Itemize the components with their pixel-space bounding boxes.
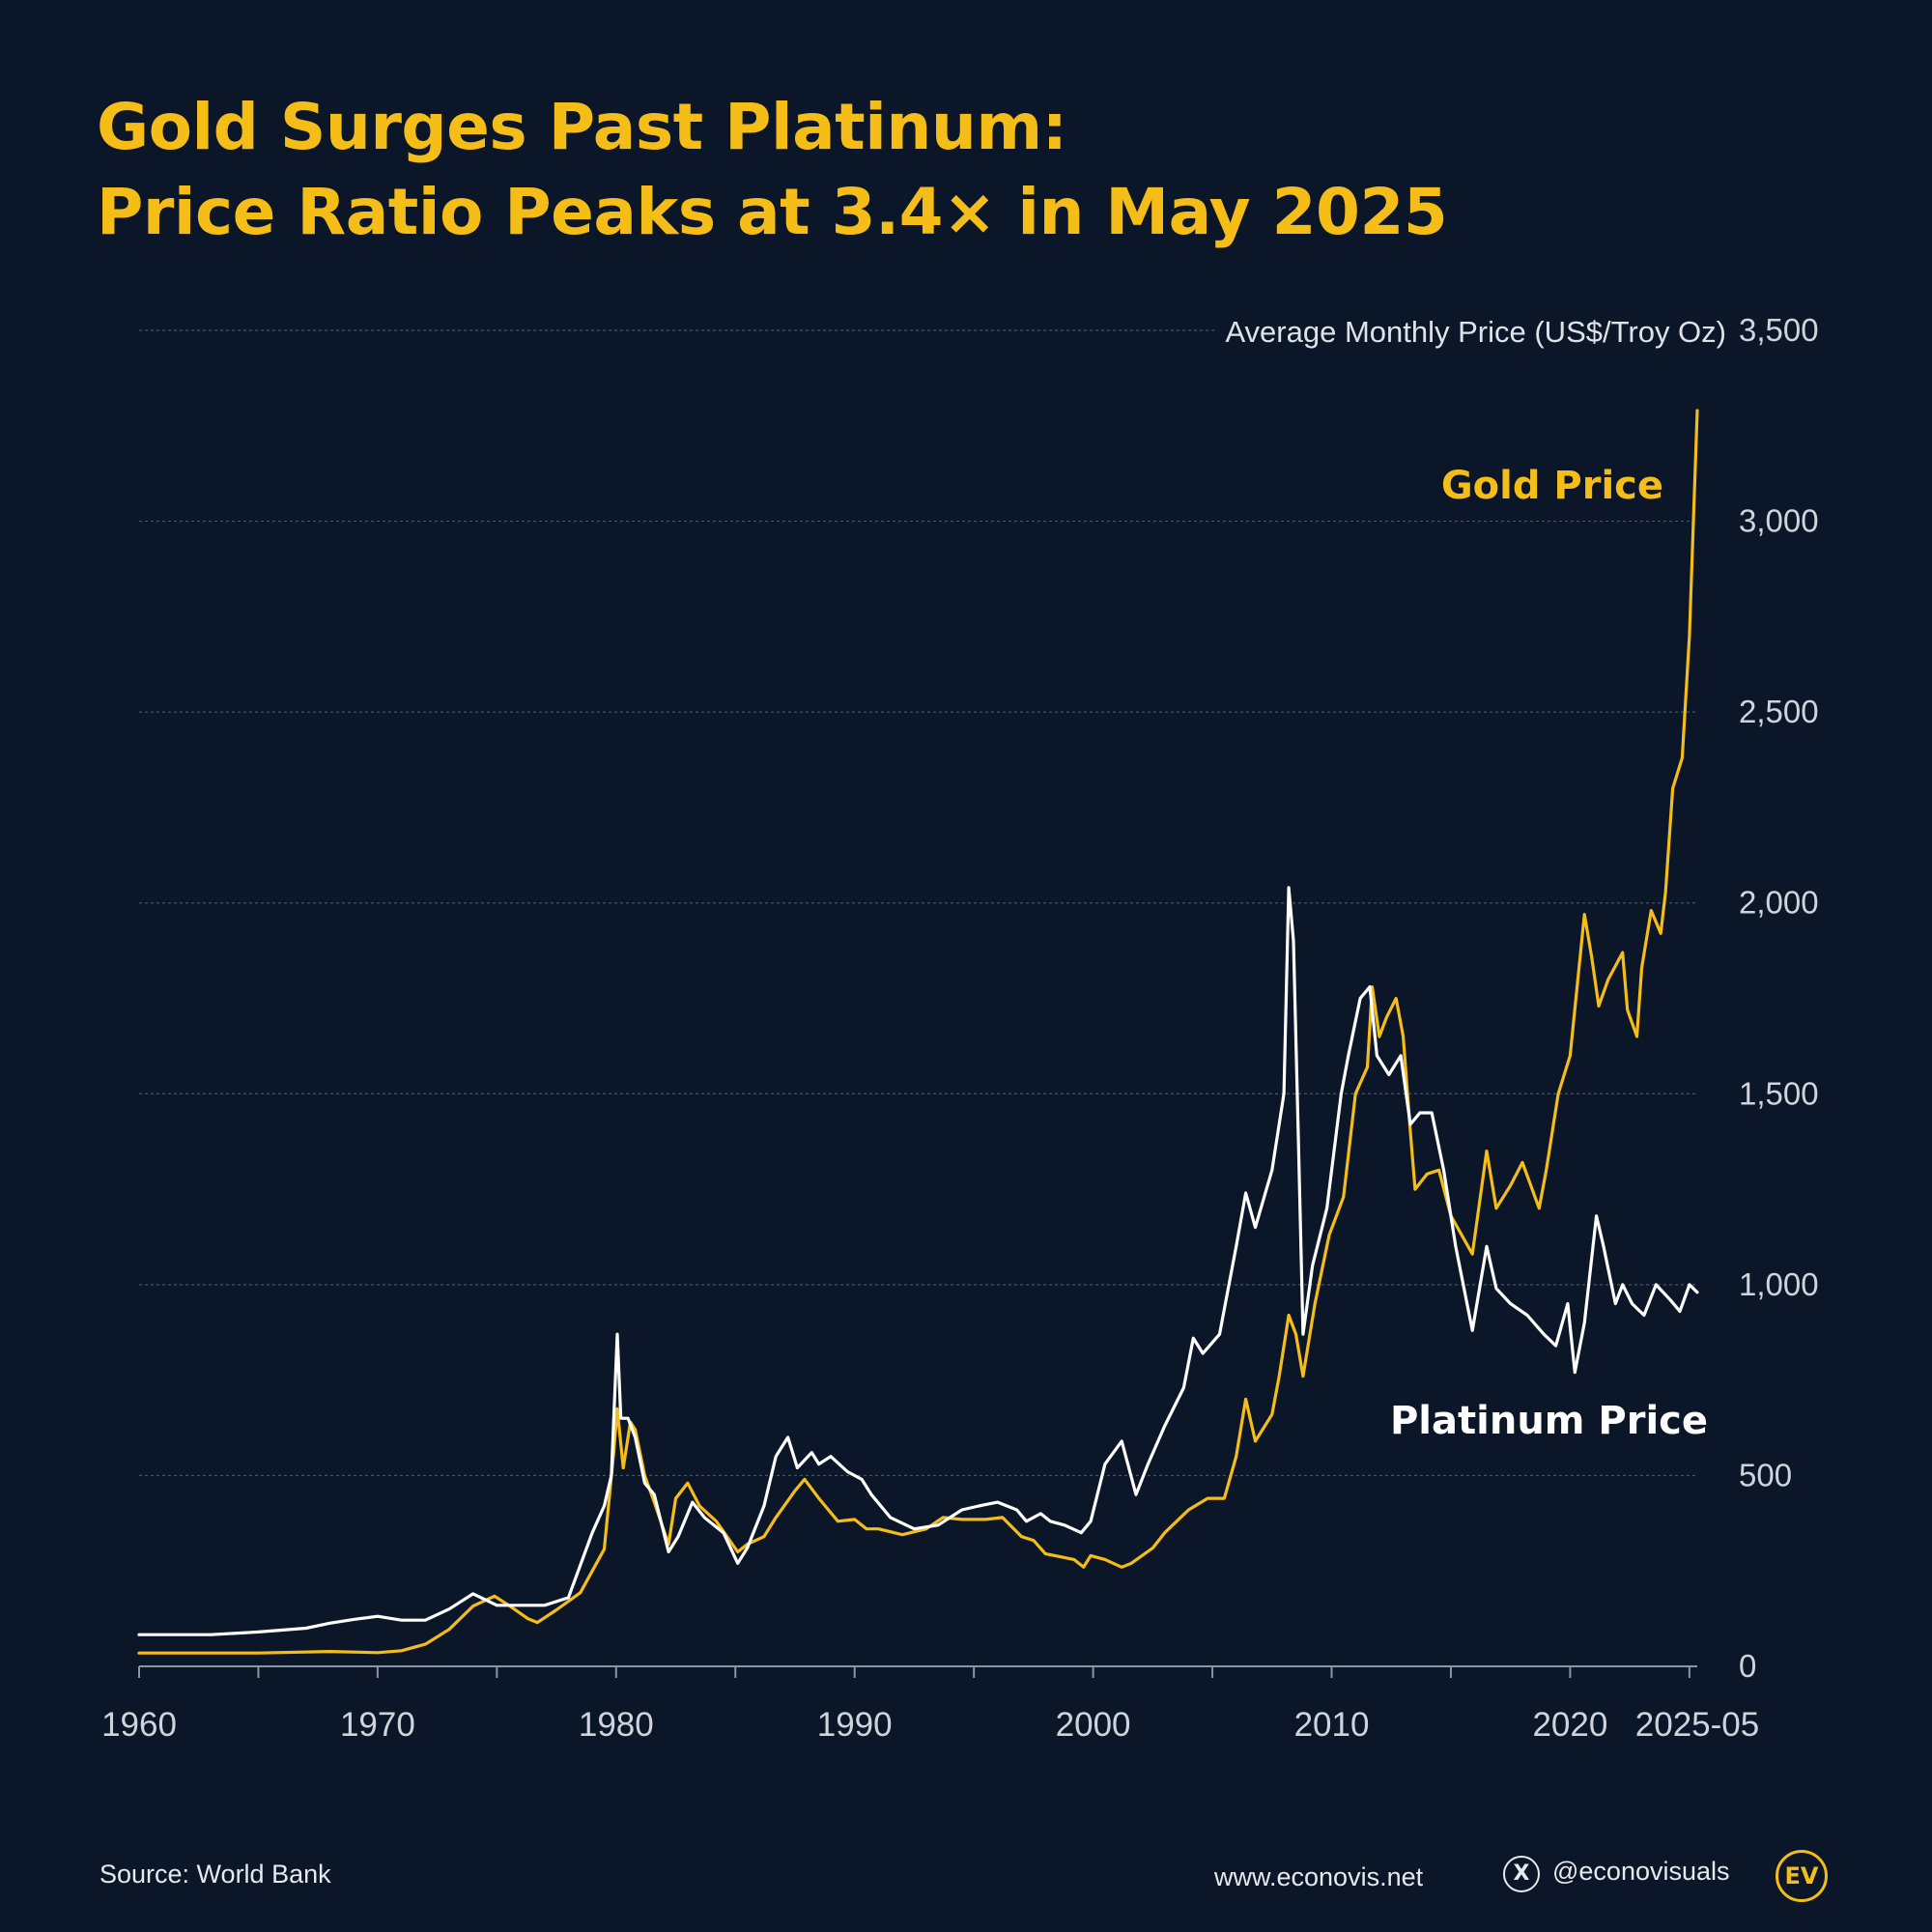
x-tick-label: 1960 <box>101 1706 177 1744</box>
y-axis-label: Average Monthly Price (US$/Troy Oz) <box>1225 315 1726 349</box>
gold-price-label: Gold Price <box>1441 464 1663 508</box>
x-tick-label: 1970 <box>340 1706 415 1744</box>
y-tick-label: 3,500 <box>1739 312 1819 348</box>
source-note: Source: World Bank <box>99 1860 331 1889</box>
x-tick-label: 2010 <box>1294 1706 1370 1744</box>
gold-price-line <box>137 409 1699 1655</box>
x-tick-label: 1990 <box>817 1706 893 1744</box>
x-axis <box>138 1665 1697 1678</box>
y-tick-label: 1,500 <box>1739 1075 1819 1111</box>
title-line-1: Gold Surges Past Platinum: <box>97 90 1067 164</box>
x-tick-label: 2000 <box>1056 1706 1131 1744</box>
website-link[interactable]: www.econovis.net <box>1214 1862 1424 1891</box>
social-handle[interactable]: @econovisuals <box>1552 1857 1730 1886</box>
y-tick-label: 2,000 <box>1739 885 1819 921</box>
chart-title: Gold Surges Past Platinum: Price Ratio P… <box>97 85 1642 255</box>
econovis-logo: EV <box>1776 1850 1828 1902</box>
title-line-2: Price Ratio Peaks at 3.4× in May 2025 <box>97 175 1448 249</box>
y-tick-label: 1,000 <box>1739 1266 1819 1302</box>
x-axis-tick-labels: 1960 1970 1980 1990 2000 2010 2020 2025-05 <box>101 1706 1759 1744</box>
series-lines <box>137 409 1699 1655</box>
x-tick-label: 2025-05 <box>1635 1706 1759 1744</box>
platinum-price-label: Platinum Price <box>1390 1399 1708 1443</box>
x-tick-label: 1980 <box>579 1706 654 1744</box>
y-tick-label: 0 <box>1739 1648 1756 1684</box>
y-axis-tick-labels: 0 500 1,000 1,500 2,000 2,500 3,000 3,500 <box>1739 312 1819 1684</box>
y-tick-label: 500 <box>1739 1457 1792 1492</box>
y-tick-label: 3,000 <box>1739 503 1819 539</box>
y-tick-label: 2,500 <box>1739 694 1819 729</box>
x-tick-label: 2020 <box>1532 1706 1607 1744</box>
platinum-price-line <box>137 886 1699 1636</box>
x-logo-icon[interactable]: X <box>1503 1856 1540 1892</box>
grid-lines <box>139 329 1697 1477</box>
